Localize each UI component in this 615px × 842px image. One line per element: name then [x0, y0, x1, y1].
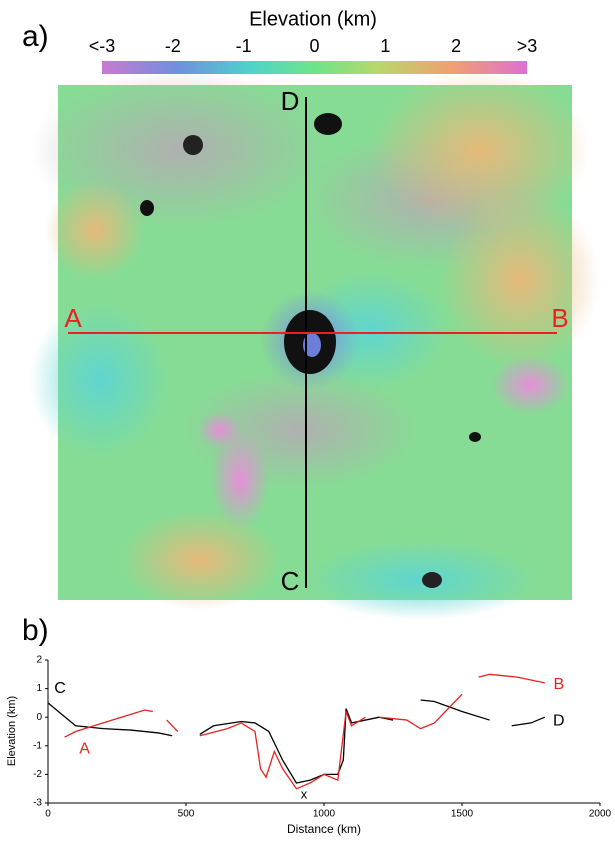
y-tick-label: -3 — [33, 798, 42, 809]
profile-label: A — [64, 303, 82, 333]
colorbar-tick-label: <-3 — [89, 36, 116, 56]
panel-label: b) — [22, 614, 49, 647]
x-tick-label: 500 — [178, 809, 195, 820]
x-tick-label: 0 — [45, 809, 51, 820]
colorbar-tick-label: 0 — [309, 36, 319, 56]
map-image — [30, 70, 600, 620]
panel-label: a) — [22, 20, 49, 53]
profile-line — [48, 700, 545, 783]
figure: a) b) Elevation (km) A B C D x Distance … — [0, 0, 615, 837]
y-tick-label: 2 — [36, 655, 42, 666]
profile-label: C — [281, 566, 300, 596]
profile-end-label: B — [553, 676, 564, 693]
profile-end-label: D — [553, 712, 565, 729]
colorbar-tick-label: >3 — [517, 36, 538, 56]
profile-end-label: C — [54, 680, 66, 697]
colorbar-tick-label: 1 — [380, 36, 390, 56]
profile-label: B — [551, 303, 568, 333]
profile-line — [65, 674, 545, 788]
colorbar-tick-label: 2 — [451, 36, 461, 56]
x-tick-label: 2000 — [589, 809, 612, 820]
colorbar-tick-label: -1 — [236, 36, 252, 56]
profile-label: D — [281, 86, 300, 116]
x-axis-title: Distance (km) — [287, 822, 361, 836]
y-tick-label: -2 — [33, 769, 42, 780]
y-tick-label: 1 — [36, 683, 42, 694]
y-tick-label: -1 — [33, 740, 42, 751]
x-tick-label: 1500 — [451, 809, 474, 820]
colorbar-tick-label: -2 — [165, 36, 181, 56]
y-axis-title: Elevation (km) — [6, 696, 18, 766]
x-tick-label: 1000 — [313, 809, 336, 820]
profile-end-label: A — [79, 740, 90, 757]
y-tick-label: 0 — [36, 712, 42, 723]
annotation: x — [301, 786, 308, 801]
colorbar-title: Elevation (km) — [249, 8, 377, 30]
